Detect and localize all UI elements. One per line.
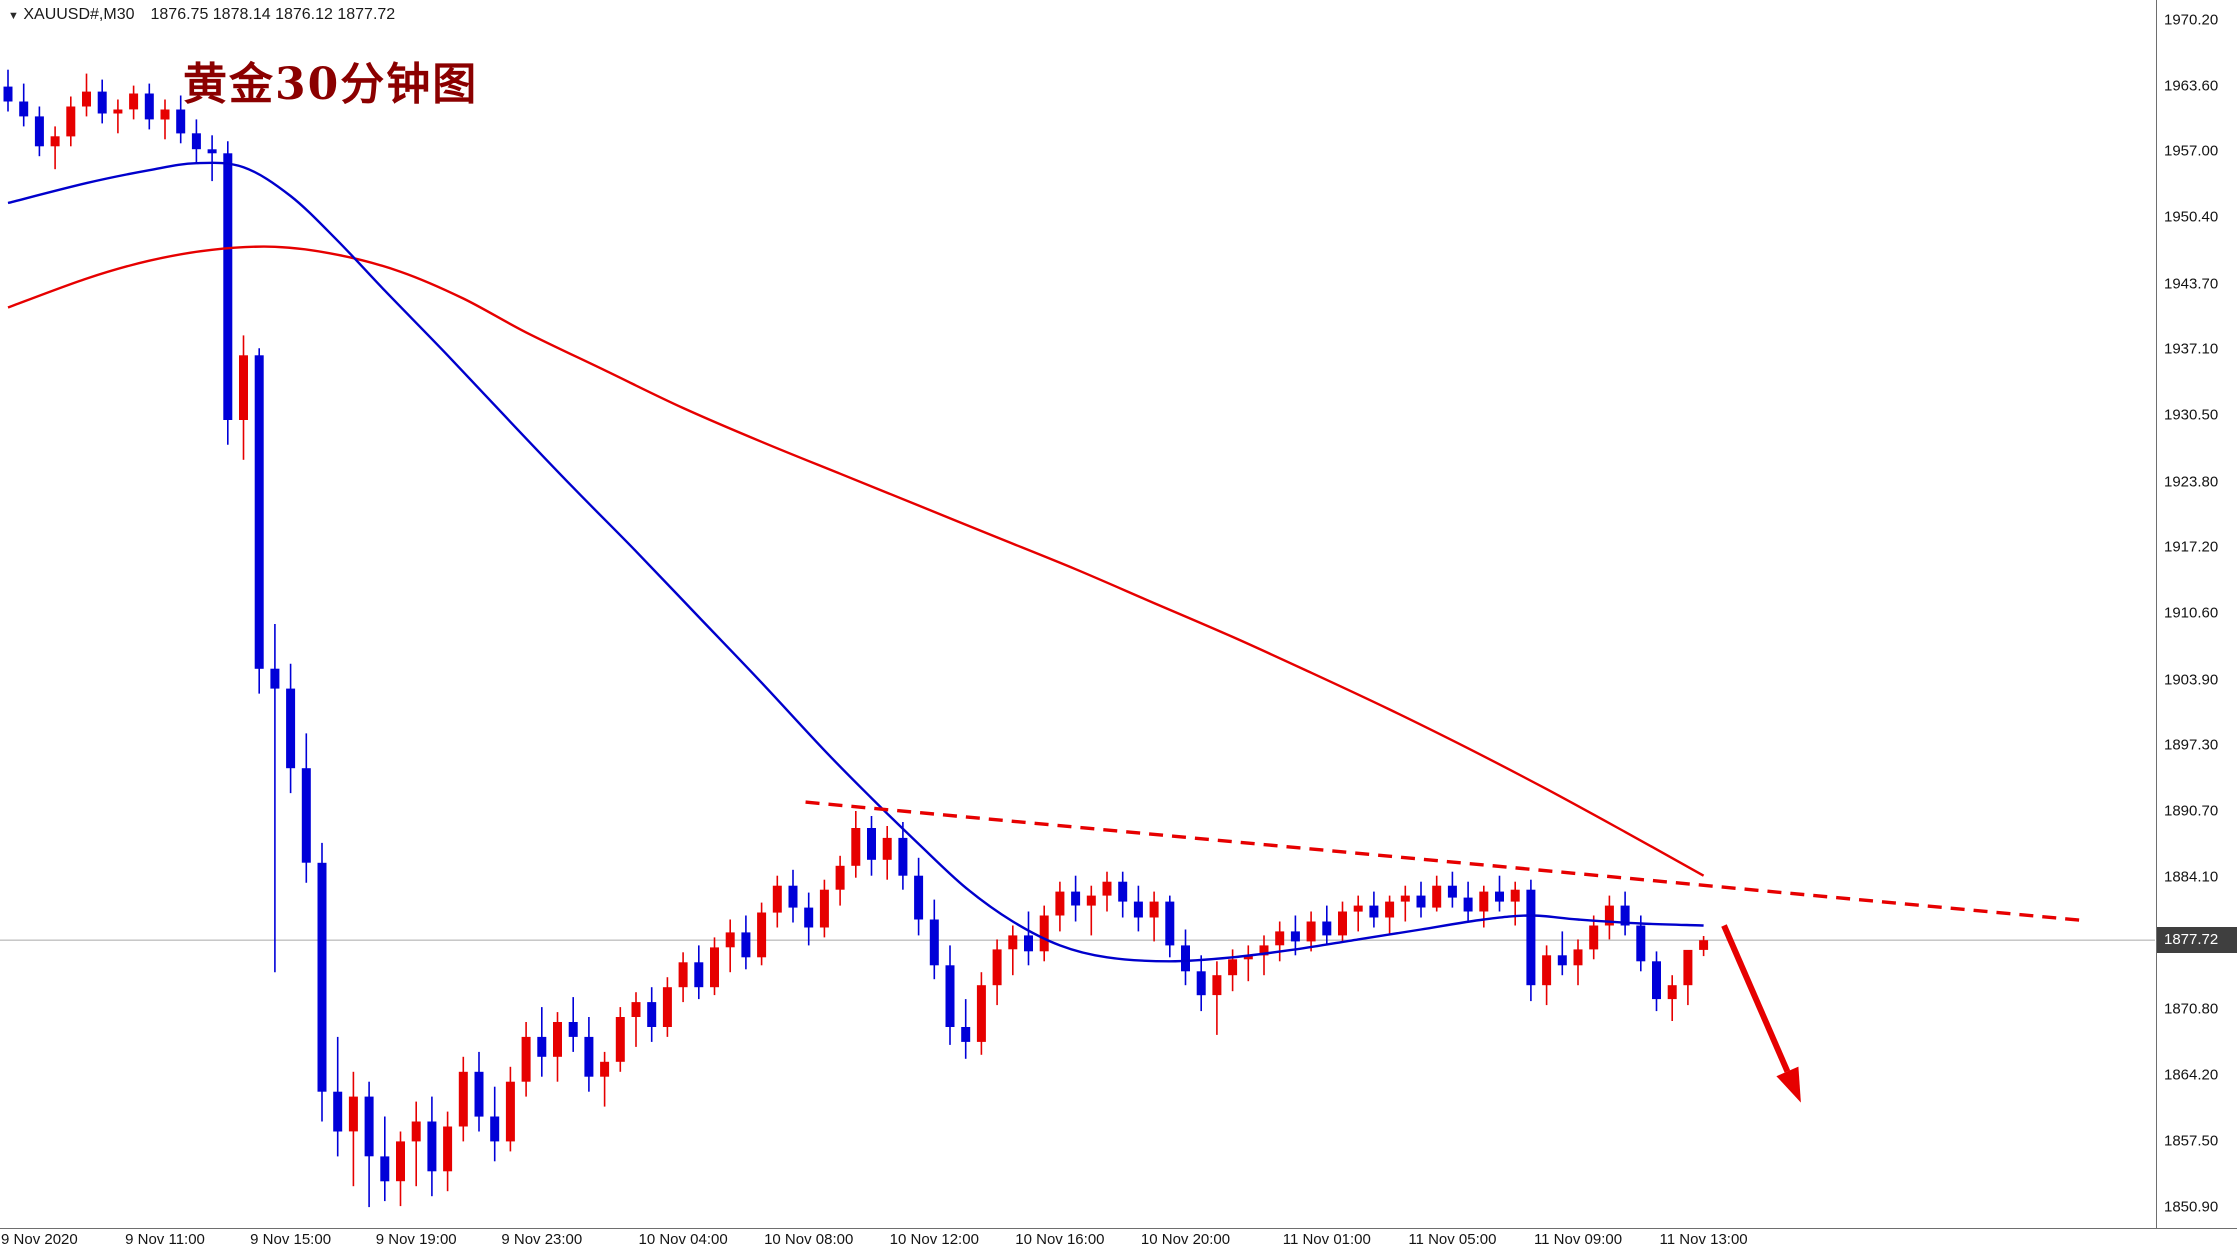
- price-axis-label: 1957.00: [2164, 142, 2219, 160]
- time-axis-label: 9 Nov 11:00: [125, 1231, 205, 1248]
- candlestick-chart[interactable]: [0, 0, 2155, 1228]
- down-arrow-shaft: [1721, 924, 1791, 1073]
- time-axis-label: 9 Nov 2020: [1, 1231, 78, 1248]
- time-axis-label: 10 Nov 20:00: [1140, 1231, 1231, 1248]
- symbol-timeframe-label: XAUUSD#,M30: [23, 6, 135, 23]
- time-axis[interactable]: 9 Nov 2020 9 Nov 11:00 9 Nov 15:00 9 Nov 19…: [0, 1228, 2237, 1249]
- price-axis-label: 1903.90: [2164, 671, 2219, 689]
- time-axis-label: 11 Nov 05:00: [1408, 1231, 1497, 1248]
- price-axis-label: 1943.70: [2164, 275, 2219, 293]
- price-axis-label: 1864.20: [2164, 1066, 2219, 1084]
- time-axis-label: 11 Nov 13:00: [1659, 1231, 1748, 1248]
- time-axis-label: 11 Nov 01:00: [1282, 1231, 1371, 1248]
- ohlc-readout: 1876.75 1878.14 1876.12 1877.72: [150, 6, 396, 23]
- symbol-info-bar: ▼ XAUUSD#,M30 1876.75 1878.14 1876.12 18…: [8, 6, 395, 24]
- trendline-dashed: [805, 800, 2084, 923]
- down-arrow-head: [1776, 1066, 1801, 1103]
- time-axis-label: 11 Nov 09:00: [1533, 1231, 1623, 1248]
- price-axis-label: 1923.80: [2164, 473, 2219, 491]
- time-axis-label: 10 Nov 08:00: [764, 1231, 854, 1248]
- time-axis-label: 10 Nov 04:00: [638, 1231, 728, 1248]
- time-axis-label: 9 Nov 15:00: [250, 1231, 332, 1248]
- price-axis-label: 1897.30: [2164, 736, 2219, 754]
- chart-title-annotation: 黄金30分钟图: [183, 59, 479, 110]
- chart-canvas[interactable]: [0, 0, 2155, 1228]
- price-axis-label: 1950.40: [2164, 208, 2219, 226]
- dropdown-arrow-icon: ▼: [8, 10, 19, 22]
- price-axis-label: 1890.70: [2164, 802, 2219, 820]
- time-axis-label: 10 Nov 16:00: [1015, 1231, 1105, 1248]
- price-axis-label: 1970.20: [2164, 11, 2219, 29]
- ma-red-line: [7, 245, 1705, 877]
- price-axis-label: 1937.10: [2164, 340, 2219, 358]
- ma-blue-line: [7, 161, 1704, 963]
- time-axis-label: 9 Nov 19:00: [375, 1231, 457, 1248]
- price-axis-label: 1884.10: [2164, 868, 2219, 886]
- price-axis-label: 1910.60: [2164, 604, 2219, 622]
- price-axis-label: 1850.90: [2164, 1198, 2219, 1216]
- price-axis-label: 1963.60: [2164, 77, 2219, 95]
- current-price-badge: 1877.72: [2157, 927, 2237, 954]
- price-axis-label: 1917.20: [2164, 538, 2219, 556]
- price-axis[interactable]: 1877.72 1970.20 1963.60 1957.00 1950.40 1943…: [2156, 0, 2237, 1228]
- price-axis-label: 1930.50: [2164, 406, 2219, 424]
- price-axis-label: 1870.80: [2164, 1000, 2219, 1018]
- time-axis-label: 10 Nov 12:00: [889, 1231, 979, 1248]
- time-axis-label: 9 Nov 23:00: [501, 1231, 583, 1248]
- price-axis-label: 1857.50: [2164, 1132, 2219, 1150]
